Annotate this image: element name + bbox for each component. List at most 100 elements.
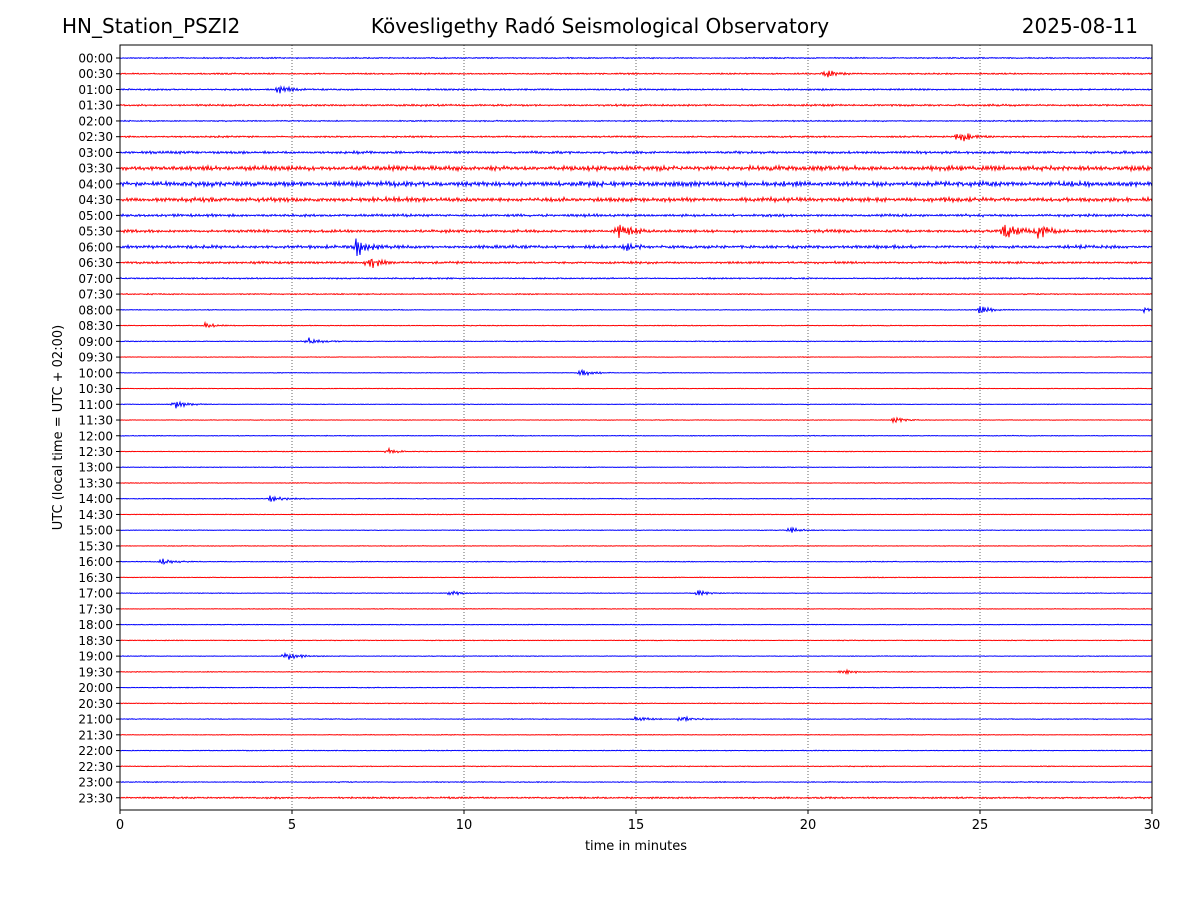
trace-1600	[119, 558, 1153, 566]
trace-0900	[119, 337, 1153, 344]
y-tick-label: 16:30	[78, 571, 113, 585]
trace-2030	[119, 702, 1153, 705]
y-axis-label: UTC (local time = UTC + 02:00)	[51, 325, 66, 530]
y-tick-label: 20:30	[78, 697, 113, 711]
x-tick-label: 0	[116, 818, 124, 833]
y-tick-label: 22:00	[78, 744, 113, 758]
y-tick-label: 01:00	[78, 83, 113, 97]
y-tick-label: 15:00	[78, 524, 113, 538]
trace-0830	[119, 320, 1153, 329]
x-tick-label: 10	[456, 818, 473, 833]
trace-0600	[119, 238, 1153, 256]
y-tick-label: 11:00	[78, 398, 113, 412]
trace-2130	[119, 733, 1153, 736]
trace-1430	[119, 513, 1153, 516]
y-tick-label: 17:30	[78, 602, 113, 616]
y-tick-label: 15:30	[78, 539, 113, 553]
y-tick-label: 13:30	[78, 476, 113, 490]
y-tick-label: 17:00	[78, 587, 113, 601]
y-tick-label: 06:00	[78, 240, 113, 254]
x-tick-label: 20	[800, 818, 817, 833]
trace-2330	[119, 795, 1153, 800]
y-tick-label: 12:00	[78, 429, 113, 443]
trace-1630	[119, 576, 1153, 579]
trace-1900	[119, 652, 1153, 660]
y-tick-label: 07:30	[78, 288, 113, 302]
y-tick-label: 22:30	[78, 760, 113, 774]
y-tick-label: 12:30	[78, 445, 113, 459]
y-tick-label: 09:00	[78, 335, 113, 349]
trace-2200	[119, 749, 1153, 752]
trace-1100	[119, 400, 1153, 409]
y-tick-label: 20:00	[78, 681, 113, 695]
trace-0230	[119, 133, 1153, 142]
trace-0800	[119, 306, 1153, 315]
x-tick-label: 30	[1144, 818, 1161, 833]
y-tick-label: 05:30	[78, 225, 113, 239]
y-tick-label: 10:00	[78, 366, 113, 380]
y-tick-label: 18:00	[78, 618, 113, 632]
y-tick-label: 18:30	[78, 634, 113, 648]
y-tick-label: 03:00	[78, 146, 113, 160]
trace-0300	[119, 149, 1153, 156]
x-tick-label: 25	[972, 818, 989, 833]
trace-1330	[119, 481, 1153, 485]
trace-0430	[119, 195, 1153, 204]
station-name: HN_Station_PSZI2	[62, 14, 241, 38]
y-tick-label: 23:30	[78, 791, 113, 805]
y-tick-label: 03:30	[78, 162, 113, 176]
y-tick-label: 08:00	[78, 303, 113, 317]
y-tick-label: 06:30	[78, 256, 113, 270]
trace-0100	[119, 85, 1153, 94]
trace-1130	[119, 416, 1153, 425]
trace-1000	[119, 368, 1153, 377]
trace-2100	[119, 715, 1153, 723]
y-tick-label: 05:00	[78, 209, 113, 223]
y-tick-label: 11:30	[78, 414, 113, 428]
trace-0130	[119, 103, 1153, 108]
trace-1530	[119, 544, 1153, 547]
y-tick-label: 23:00	[78, 776, 113, 790]
trace-0730	[119, 292, 1153, 296]
trace-0700	[119, 276, 1153, 280]
y-tick-label: 21:00	[78, 713, 113, 727]
trace-1930	[119, 668, 1153, 675]
y-tick-label: 16:00	[78, 555, 113, 569]
trace-0530	[119, 224, 1153, 239]
trace-1400	[119, 495, 1153, 502]
y-tick-label: 02:00	[78, 114, 113, 128]
trace-2300	[119, 780, 1153, 784]
trace-0400	[119, 179, 1153, 189]
trace-0000	[119, 56, 1153, 60]
y-tick-label: 14:30	[78, 508, 113, 522]
trace-0200	[119, 119, 1153, 123]
trace-0930	[119, 356, 1153, 358]
y-tick-label: 00:30	[78, 67, 113, 81]
x-axis-label: time in minutes	[585, 839, 687, 854]
x-tick-label: 15	[628, 818, 645, 833]
y-tick-label: 19:00	[78, 650, 113, 664]
trace-1030	[119, 387, 1153, 390]
y-tick-label: 04:30	[78, 193, 113, 207]
chart-title: Kövesligethy Radó Seismological Observat…	[370, 14, 830, 38]
trace-1800	[119, 623, 1153, 626]
trace-2000	[119, 686, 1153, 689]
y-tick-label: 10:30	[78, 382, 113, 396]
trace-1700	[120, 589, 1153, 597]
y-tick-label: 14:00	[78, 492, 113, 506]
trace-1300	[119, 466, 1153, 469]
y-tick-label: 19:30	[78, 665, 113, 679]
trace-1730	[119, 607, 1153, 610]
y-tick-label: 08:30	[78, 319, 113, 333]
trace-1500	[119, 526, 1153, 533]
trace-1200	[119, 434, 1153, 437]
record-date: 2025-08-11	[1021, 14, 1138, 38]
y-tick-label: 02:30	[78, 130, 113, 144]
y-tick-label: 00:00	[78, 52, 113, 66]
y-tick-label: 21:30	[78, 728, 113, 742]
y-tick-label: 09:30	[78, 351, 113, 365]
trace-1230	[119, 446, 1153, 455]
y-tick-label: 01:30	[78, 99, 113, 113]
trace-0030	[119, 70, 1153, 78]
